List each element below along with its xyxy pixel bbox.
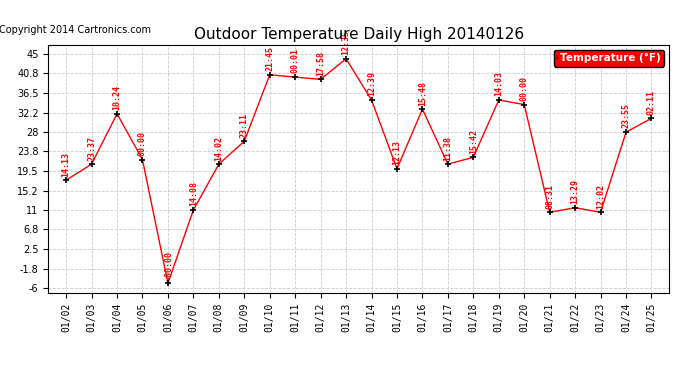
Text: 14:13: 14:13 [61, 152, 70, 177]
Text: 10:24: 10:24 [112, 85, 121, 110]
Text: 14:02: 14:02 [215, 135, 224, 160]
Legend: Temperature (°F): Temperature (°F) [554, 50, 664, 66]
Text: 14:08: 14:08 [189, 182, 198, 206]
Text: 00:00: 00:00 [520, 76, 529, 101]
Text: 12:35: 12:35 [342, 30, 351, 55]
Text: 00:00: 00:00 [138, 131, 147, 156]
Text: 15:42: 15:42 [469, 129, 478, 154]
Text: 15:48: 15:48 [418, 81, 427, 105]
Text: 23:37: 23:37 [87, 135, 96, 160]
Text: 00:01: 00:01 [290, 48, 299, 74]
Text: 11:38: 11:38 [444, 135, 453, 160]
Text: 02:11: 02:11 [647, 90, 656, 115]
Text: 08:31: 08:31 [545, 184, 554, 209]
Text: 21:45: 21:45 [265, 46, 274, 71]
Text: 13:29: 13:29 [571, 179, 580, 204]
Text: -00:00: -00:00 [164, 250, 172, 280]
Title: Outdoor Temperature Daily High 20140126: Outdoor Temperature Daily High 20140126 [194, 27, 524, 42]
Text: 17:58: 17:58 [316, 51, 325, 76]
Text: 23:11: 23:11 [239, 112, 249, 138]
Text: Copyright 2014 Cartronics.com: Copyright 2014 Cartronics.com [0, 25, 150, 35]
Text: 23:55: 23:55 [622, 104, 631, 128]
Text: 12:02: 12:02 [596, 184, 605, 209]
Text: 12:13: 12:13 [393, 140, 402, 165]
Text: 12:39: 12:39 [367, 71, 376, 96]
Text: 14:03: 14:03 [494, 71, 503, 96]
